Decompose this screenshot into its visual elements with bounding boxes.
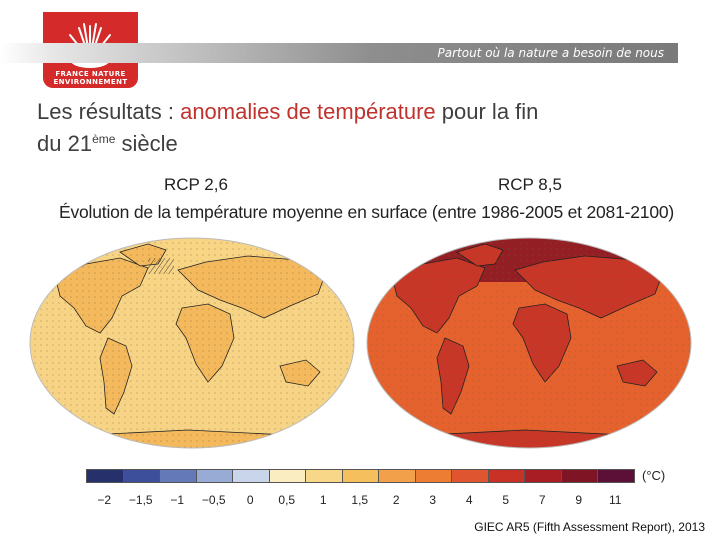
- colorbar-cell: [597, 469, 635, 483]
- colorbar-tick-label: 2: [392, 493, 400, 507]
- colorbar-tick-label: 11: [609, 493, 622, 507]
- scenario-label-rcp26: RCP 2,6: [164, 175, 228, 194]
- cooling-hatch: [148, 258, 174, 274]
- colorbar-tick-label: 0,5: [278, 493, 296, 507]
- title-line2-prefix: du 21: [37, 131, 93, 156]
- tagline: Partout où la nature a besoin de nous: [437, 46, 665, 60]
- colorbar-unit: (°C): [642, 468, 666, 483]
- colorbar-cell: [524, 469, 562, 483]
- title-highlight: anomalies de température: [180, 99, 436, 124]
- colorbar-tick-label: 9: [575, 493, 583, 507]
- colorbar-cell: [86, 469, 124, 483]
- colorbar-cell: [341, 469, 379, 483]
- colorbar-tick-label: −2: [97, 493, 112, 507]
- colorbar-tick-label: 1,5: [351, 493, 369, 507]
- colorbar-tick-label: 5: [502, 493, 510, 507]
- colorbar-tick-label: 4: [465, 493, 473, 507]
- scenario-label-rcp85: RCP 8,5: [498, 175, 562, 194]
- title-superscript: ème: [92, 132, 116, 146]
- colorbar-cell: [560, 469, 598, 483]
- colorbar-cell: [159, 469, 197, 483]
- world-maps: [29, 237, 692, 449]
- colorbar-cell: [195, 469, 233, 483]
- colorbar-cell: [451, 469, 489, 483]
- temperature-figure: RCP 2,6 RCP 8,5 Évolution de la températ…: [8, 168, 693, 518]
- colorbar-cell: [268, 469, 306, 483]
- colorbar-cell: [414, 469, 452, 483]
- colorbar-cell: [232, 469, 270, 483]
- colorbar-tick-label: −1,5: [128, 493, 153, 507]
- colorbar-cell: [305, 469, 343, 483]
- title-line2-suffix: siècle: [115, 131, 178, 156]
- slide-title: Les résultats : anomalies de température…: [37, 96, 677, 160]
- colorbar-tick-label: 3: [429, 493, 437, 507]
- colorbar-tick-label: −1: [170, 493, 185, 507]
- colorbar-cell: [122, 469, 160, 483]
- title-part1: Les résultats :: [37, 99, 181, 124]
- map-rcp85: [367, 238, 691, 448]
- logo-text-line2: ENVIRONNEMENT: [53, 78, 128, 86]
- logo-text-line1: FRANCE NATURE: [55, 70, 126, 78]
- colorbar-cell: [487, 469, 525, 483]
- colorbar-cell: [378, 469, 416, 483]
- source-citation: GIEC AR5 (Fifth Assessment Report), 2013: [474, 520, 705, 534]
- colorbar-tick-label: 0: [246, 493, 254, 507]
- figure-subtitle: Évolution de la température moyenne en s…: [59, 202, 675, 222]
- colorbar-tick-label: −0,5: [201, 493, 226, 507]
- title-part2: pour la fin: [435, 99, 539, 124]
- header-banner: Partout où la nature a besoin de nous: [0, 43, 678, 63]
- colorbar-tick-label: 1: [319, 493, 327, 507]
- colorbar-tick-label: 7: [538, 493, 546, 507]
